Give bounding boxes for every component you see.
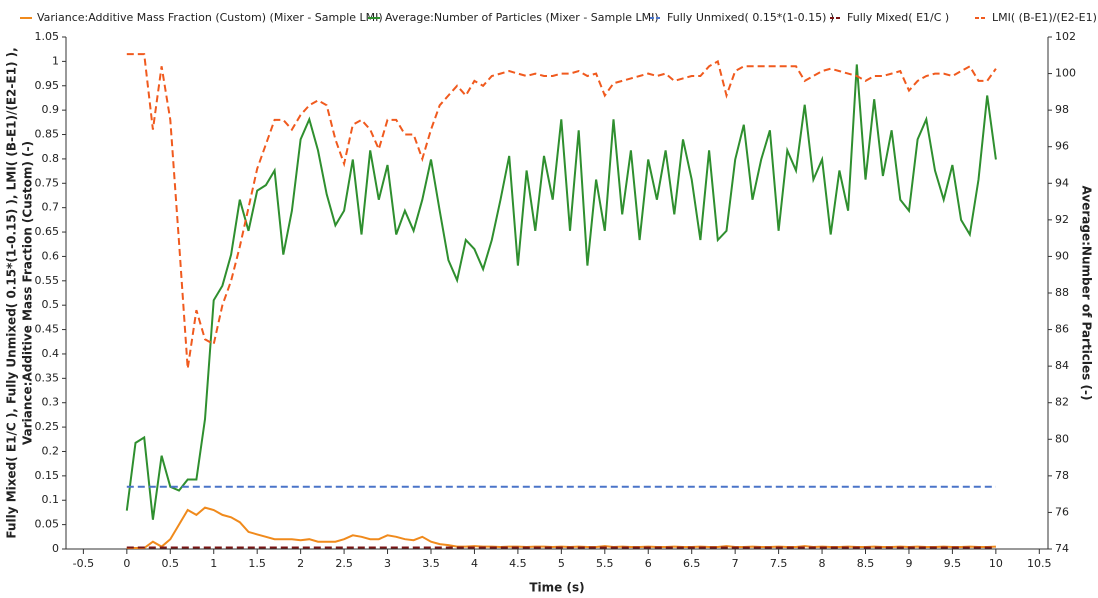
y2-tick-label: 82 — [1055, 396, 1069, 409]
x-tick-label: -0.5 — [73, 557, 94, 570]
series-line — [126, 53, 997, 369]
y2-tick-label: 88 — [1055, 286, 1069, 299]
y-tick-label: 0 — [52, 542, 59, 555]
y-tick-label: 0.9 — [42, 103, 60, 116]
legend-label: LMI( (B-E1)/(E2-E1) ) — [992, 11, 1098, 24]
y2-tick-label: 96 — [1055, 140, 1069, 153]
y-tick-label: 0.7 — [42, 201, 60, 214]
y-tick-label: 0.55 — [35, 274, 60, 287]
x-tick-label: 5 — [558, 557, 565, 570]
y2-tick-label: 80 — [1055, 432, 1069, 445]
y-tick-label: 0.2 — [42, 444, 60, 457]
x-tick-label: 10.5 — [1027, 557, 1052, 570]
x-tick-label: 8.5 — [857, 557, 875, 570]
y-tick-label: 1.05 — [35, 30, 60, 43]
y-tick-label: 0.65 — [35, 225, 60, 238]
y-tick-label: 0.45 — [35, 323, 60, 336]
y2-tick-label: 76 — [1055, 505, 1069, 518]
y-tick-label: 0.15 — [35, 469, 60, 482]
y2-tick-label: 90 — [1055, 249, 1069, 262]
x-tick-label: 4.5 — [509, 557, 527, 570]
legend-label: Fully Unmixed( 0.15*(1-0.15) ) — [667, 11, 834, 24]
y-tick-label: 0.75 — [35, 176, 60, 189]
x-tick-label: 5.5 — [596, 557, 614, 570]
series-line — [125, 64, 997, 520]
y-tick-label: 0.4 — [42, 347, 60, 360]
x-tick-label: 10 — [989, 557, 1003, 570]
y2-tick-label: 100 — [1055, 67, 1076, 80]
x-tick-label: 6 — [645, 557, 652, 570]
x-tick-label: 2.5 — [335, 557, 353, 570]
y-axis-title: Fully Mixed( E1/C ), Fully Unmixed( 0.15… — [5, 47, 19, 538]
y2-tick-label: 84 — [1055, 359, 1069, 372]
y2-tick-label: 98 — [1055, 103, 1069, 116]
y-axis-title: Variance:Additive Mass Fraction (Custom)… — [21, 141, 35, 445]
y-tick-label: 0.35 — [35, 371, 60, 384]
y-tick-label: 0.05 — [35, 518, 60, 531]
y2-tick-label: 74 — [1055, 542, 1069, 555]
y-tick-label: 0.6 — [42, 249, 60, 262]
y-tick-label: 0.3 — [42, 396, 60, 409]
y-tick-label: 0.25 — [35, 420, 60, 433]
x-tick-label: 0 — [123, 557, 130, 570]
x-tick-label: 0.5 — [162, 557, 180, 570]
x-tick-label: 9.5 — [944, 557, 962, 570]
x-tick-label: 4 — [471, 557, 478, 570]
x-tick-label: 2 — [297, 557, 304, 570]
y-tick-label: 0.5 — [42, 298, 60, 311]
x-axis-title: Time (s) — [529, 581, 584, 595]
y2-axis-title: Average:Number of Particles (-) — [1080, 186, 1094, 401]
y-tick-label: 0.85 — [35, 128, 60, 141]
y-tick-label: 0.1 — [42, 493, 60, 506]
x-tick-label: 3 — [384, 557, 391, 570]
x-tick-label: 7.5 — [770, 557, 788, 570]
y2-tick-label: 78 — [1055, 469, 1069, 482]
x-tick-label: 9 — [905, 557, 912, 570]
y2-tick-label: 86 — [1055, 323, 1069, 336]
y-tick-label: 0.8 — [42, 152, 60, 165]
y2-tick-label: 92 — [1055, 213, 1069, 226]
y2-tick-label: 94 — [1055, 176, 1069, 189]
x-tick-label: 8 — [819, 557, 826, 570]
x-tick-label: 1 — [210, 557, 217, 570]
y-tick-label: 0.95 — [35, 79, 60, 92]
y2-tick-label: 102 — [1055, 30, 1076, 43]
x-tick-label: 6.5 — [683, 557, 701, 570]
x-tick-label: 3.5 — [422, 557, 440, 570]
x-tick-label: 7 — [732, 557, 739, 570]
legend-label: Variance:Additive Mass Fraction (Custom)… — [37, 11, 383, 24]
x-tick-label: 1.5 — [248, 557, 266, 570]
legend-label: Fully Mixed( E1/C ) — [847, 11, 949, 24]
legend-label: Average:Number of Particles (Mixer - Sam… — [385, 11, 659, 24]
y-tick-label: 1 — [52, 54, 59, 67]
